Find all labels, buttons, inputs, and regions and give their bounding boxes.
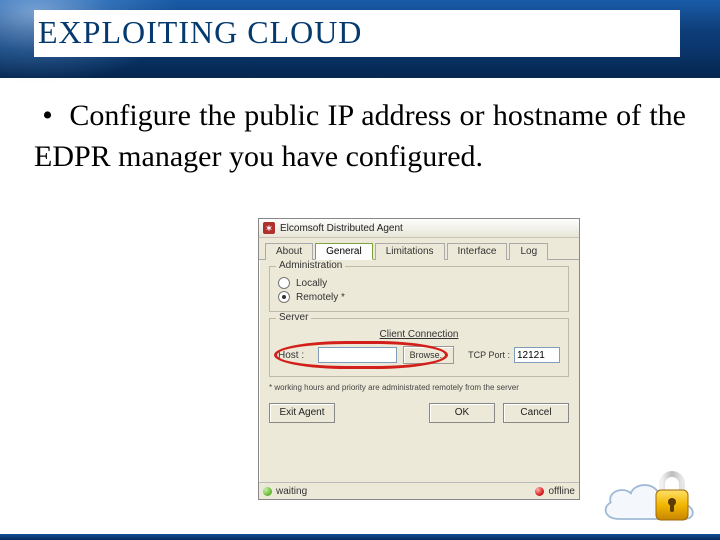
panel-general: Administration Locally Remotely * Server… xyxy=(259,260,579,403)
cloud-lock-decor xyxy=(596,455,706,530)
button-row: Exit Agent OK Cancel xyxy=(259,403,579,427)
tab-interface[interactable]: Interface xyxy=(447,243,508,260)
lock-icon xyxy=(650,470,694,524)
radio-remotely-label: Remotely * xyxy=(296,292,345,303)
subhead-client-connection: Client Connection xyxy=(278,329,560,340)
legend-administration: Administration xyxy=(276,260,345,271)
bottom-stripe xyxy=(0,534,720,540)
host-label: Host : xyxy=(278,350,312,361)
header-title-container: EXPLOITING CLOUD xyxy=(34,10,680,57)
app-icon: ✶ xyxy=(263,222,275,234)
tab-general[interactable]: General xyxy=(315,243,373,260)
tab-log[interactable]: Log xyxy=(509,243,548,260)
radio-locally-label: Locally xyxy=(296,278,327,289)
tab-limitations[interactable]: Limitations xyxy=(375,243,445,260)
slide-title: EXPLOITING CLOUD xyxy=(38,14,362,50)
tab-bar: About General Limitations Interface Log xyxy=(259,238,579,260)
window-title: Elcomsoft Distributed Agent xyxy=(280,223,403,234)
tcp-port-value: 12121 xyxy=(517,350,545,361)
legend-server: Server xyxy=(276,312,311,323)
browse-button[interactable]: Browse... xyxy=(403,346,455,364)
ok-button[interactable]: OK xyxy=(429,403,495,423)
radio-row-locally[interactable]: Locally xyxy=(278,277,560,289)
cancel-button[interactable]: Cancel xyxy=(503,403,569,423)
note-text: * working hours and priority are adminis… xyxy=(269,383,569,393)
radio-row-remotely[interactable]: Remotely * xyxy=(278,291,560,303)
exit-agent-button[interactable]: Exit Agent xyxy=(269,403,335,423)
group-administration: Administration Locally Remotely * xyxy=(269,266,569,312)
statusbar: waiting offline xyxy=(259,482,579,499)
bullet-marker: • xyxy=(34,99,69,132)
bullet-content: Configure the public IP address or hostn… xyxy=(34,99,686,173)
status-left-text: waiting xyxy=(276,486,307,497)
radio-remotely[interactable] xyxy=(278,291,290,303)
tab-about[interactable]: About xyxy=(265,243,313,260)
body-text: • Configure the public IP address or hos… xyxy=(34,96,686,177)
status-dot-right-icon xyxy=(535,487,544,496)
host-input[interactable] xyxy=(318,347,397,363)
status-dot-left-icon xyxy=(263,487,272,496)
agent-dialog: ✶ Elcomsoft Distributed Agent About Gene… xyxy=(258,218,580,500)
titlebar[interactable]: ✶ Elcomsoft Distributed Agent xyxy=(259,219,579,238)
tcp-port-label: TCP Port : xyxy=(468,350,510,360)
status-right-text: offline xyxy=(548,486,575,497)
radio-locally[interactable] xyxy=(278,277,290,289)
tcp-port-input[interactable]: 12121 xyxy=(514,347,560,363)
group-server: Server Client Connection Host : Browse..… xyxy=(269,318,569,377)
